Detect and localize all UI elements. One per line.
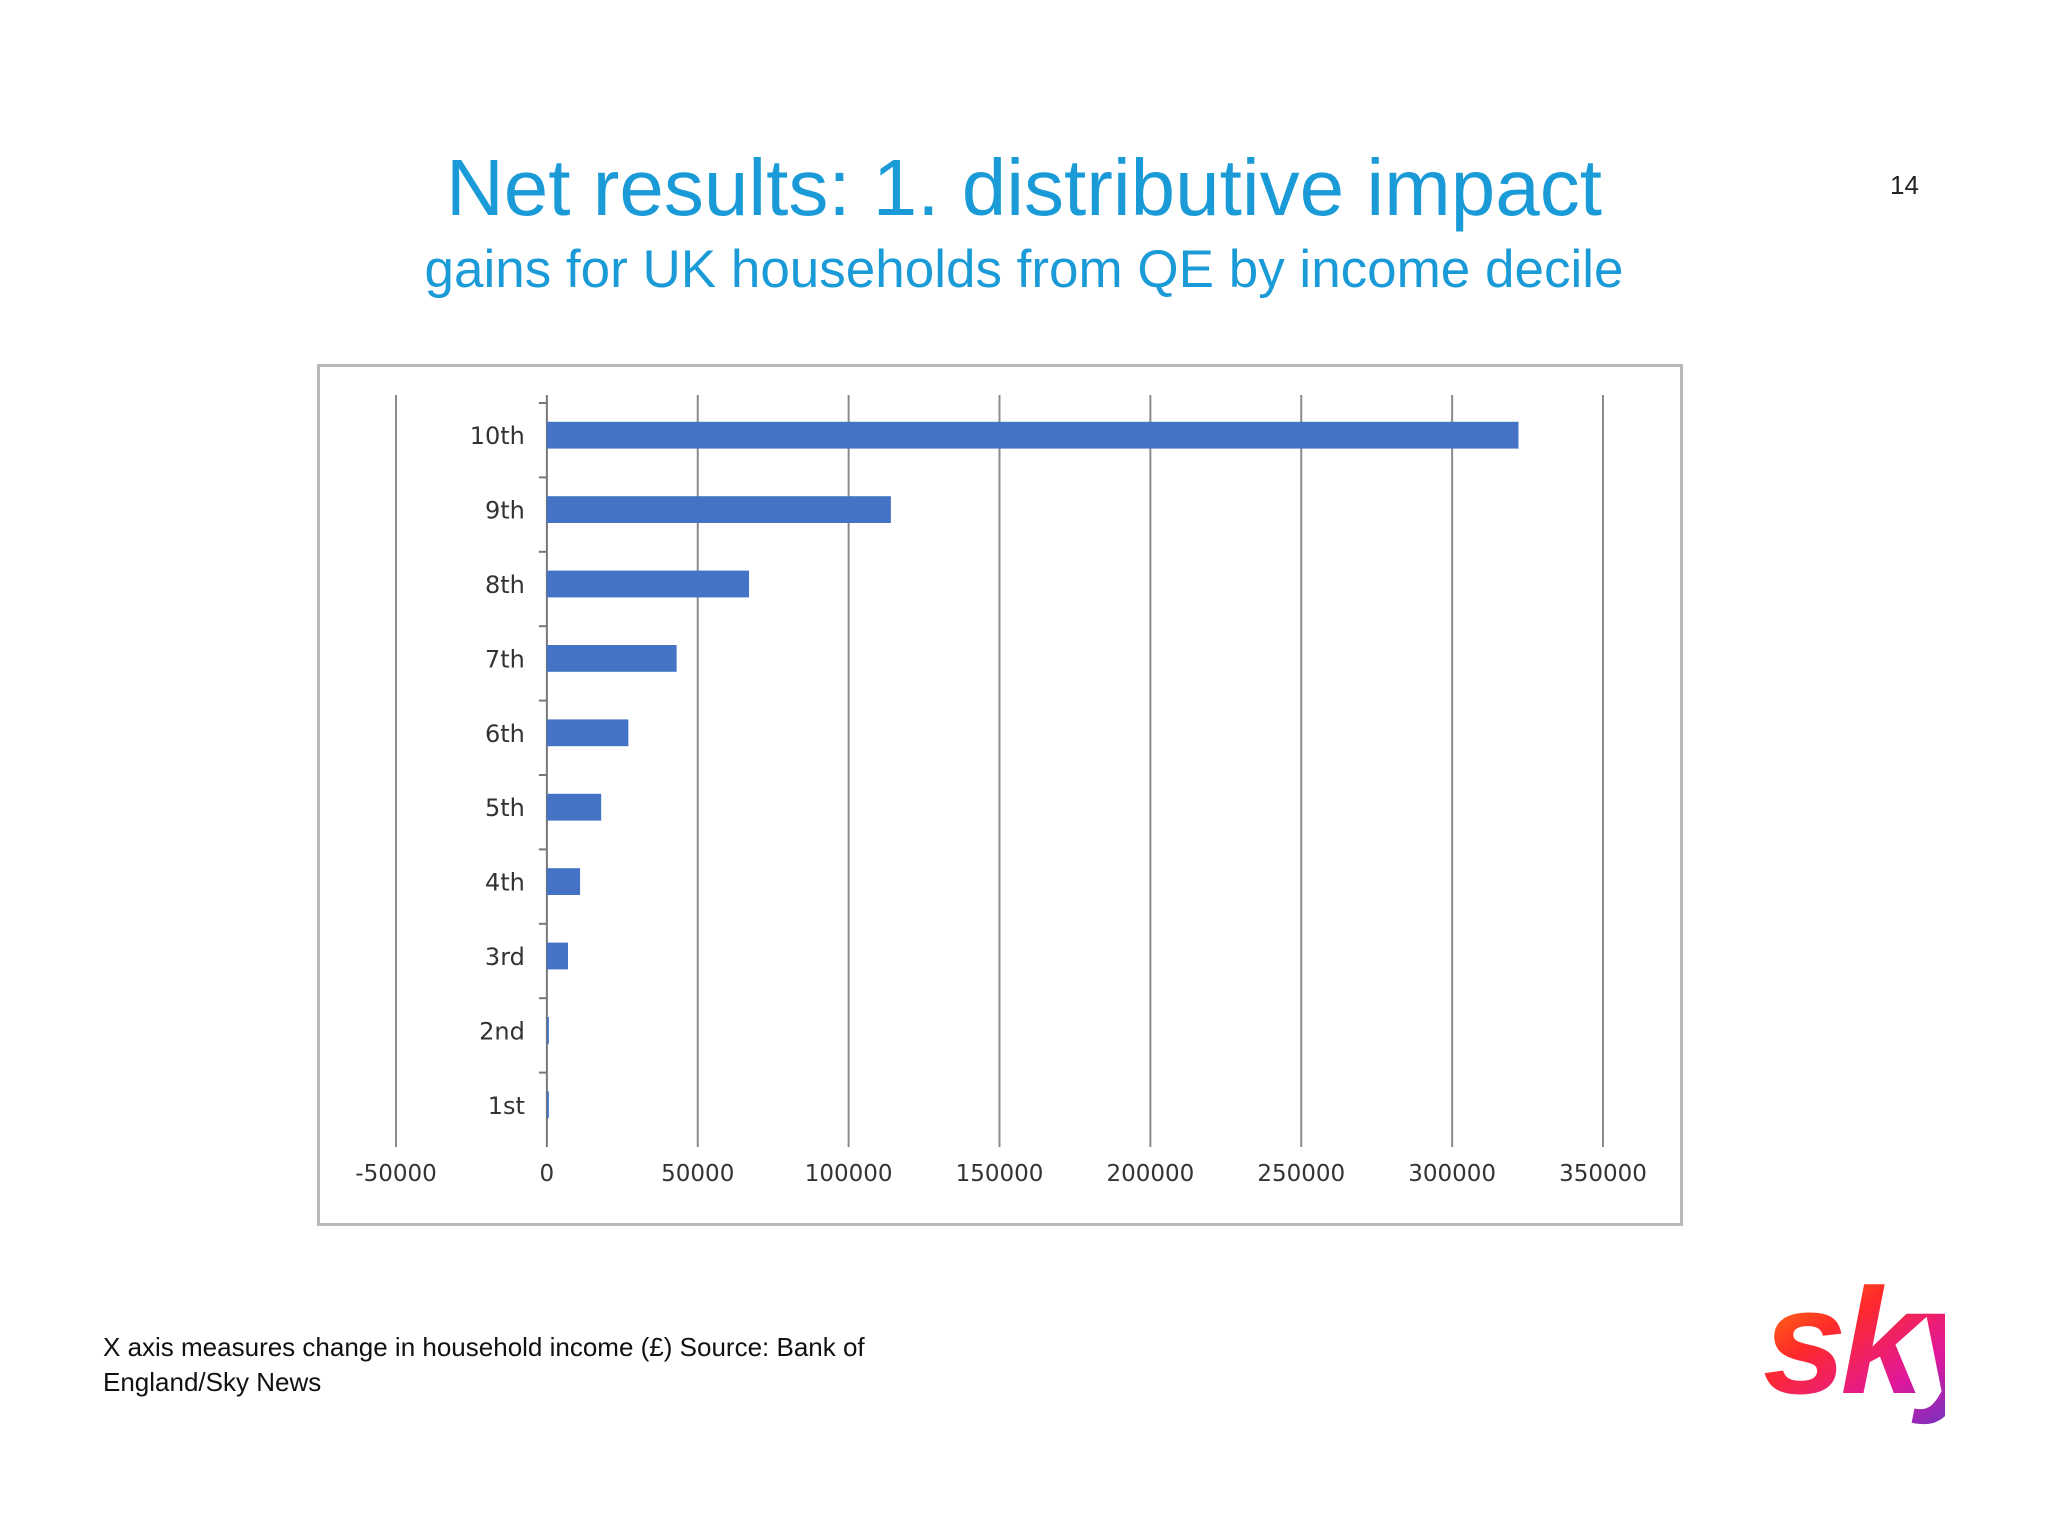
slide-title: Net results: 1. distributive impact: [446, 143, 1602, 232]
category-label: 2nd: [479, 1017, 525, 1045]
category-label: 9th: [485, 497, 525, 525]
bar: [546, 570, 750, 598]
x-tick-label: -50000: [355, 1161, 436, 1187]
x-tick-label: 100000: [805, 1161, 893, 1187]
category-label: 8th: [485, 571, 525, 599]
bar: [546, 1017, 549, 1044]
slide-subtitle: gains for UK households from QE by incom…: [424, 240, 1624, 299]
bar: [546, 496, 891, 523]
category-label: 1st: [488, 1092, 525, 1120]
chart-frame: -50000 0 50000 100000 150000 200000 250000 3000…: [317, 364, 1683, 1226]
x-tick-label: 0: [540, 1161, 555, 1187]
category-label: 7th: [485, 645, 525, 673]
category-label: 10th: [470, 422, 525, 450]
x-tick-label: 150000: [956, 1161, 1044, 1187]
sky-logo: sky: [1755, 1257, 2014, 1440]
category-label: 5th: [485, 794, 525, 822]
bar: [546, 793, 602, 821]
category-label: 4th: [485, 869, 525, 897]
bar: [546, 645, 677, 672]
x-tick-label: 300000: [1408, 1161, 1496, 1187]
x-tick-label: 350000: [1559, 1161, 1647, 1187]
bar: [546, 421, 1519, 449]
bar: [546, 719, 629, 747]
bar: [546, 942, 568, 970]
bar: [546, 1091, 549, 1119]
sky-logo-text: sky: [1763, 1275, 1945, 1425]
x-tick-label: 50000: [661, 1161, 734, 1187]
bar: [546, 868, 581, 895]
source-footnote: X axis measures change in household inco…: [103, 1332, 865, 1397]
x-tick-label: 250000: [1257, 1161, 1345, 1187]
x-tick-label: 200000: [1106, 1161, 1194, 1187]
page-number: 14: [1890, 170, 1919, 200]
category-label: 3rd: [485, 943, 525, 971]
category-label: 6th: [485, 720, 525, 748]
bar-chart: -50000 0 50000 100000 150000 200000 250000 3000…: [355, 395, 1647, 1187]
